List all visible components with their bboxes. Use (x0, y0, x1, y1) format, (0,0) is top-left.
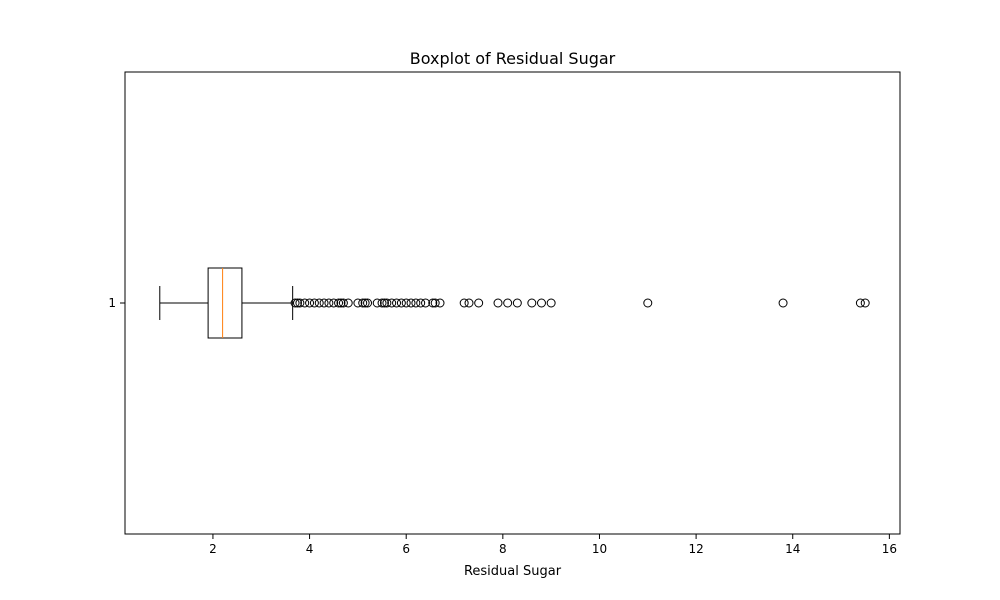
outlier-group (290, 298, 870, 308)
outlier-point (406, 298, 416, 308)
outlier-point (416, 298, 426, 308)
y-tick-label: 1 (108, 296, 116, 310)
outlier-point (512, 298, 522, 308)
outlier-point (372, 298, 382, 308)
outlier-point (435, 298, 445, 308)
outlier-point (334, 298, 344, 308)
x-tick-label: 16 (882, 542, 897, 556)
x-tick-label: 10 (592, 542, 607, 556)
x-tick-label: 2 (209, 542, 217, 556)
outlier-point (292, 298, 302, 308)
outlier-point (358, 298, 368, 308)
outlier-point (392, 298, 402, 308)
x-tick-label: 14 (785, 542, 800, 556)
x-tick-label: 12 (688, 542, 703, 556)
outlier-point (855, 298, 865, 308)
outlier-point (643, 298, 653, 308)
outlier-point (411, 298, 421, 308)
x-tick-label: 6 (402, 542, 410, 556)
outlier-point (430, 298, 440, 308)
outlier-point (377, 298, 387, 308)
x-tick-label: 8 (499, 542, 507, 556)
outlier-point (338, 298, 348, 308)
outlier-point (314, 298, 324, 308)
outlier-point (353, 298, 363, 308)
outlier-point (459, 298, 469, 308)
outlier-point (401, 298, 411, 308)
outlier-point (300, 298, 310, 308)
iqr-box (207, 267, 243, 339)
outlier-point (778, 298, 788, 308)
outlier-point (382, 298, 392, 308)
outlier-point (428, 298, 438, 308)
outlier-point (319, 298, 329, 308)
outlier-point (329, 298, 339, 308)
outlier-point (290, 298, 300, 308)
y-axis: 1 (108, 296, 125, 310)
outlier-point (360, 298, 370, 308)
outlier-point (546, 298, 556, 308)
x-axis: 2 4 6 8 10 12 14 16 (209, 534, 897, 556)
outlier-point (860, 298, 870, 308)
outlier-point (295, 298, 305, 308)
outlier-point (503, 298, 513, 308)
outlier-point (387, 298, 397, 308)
outlier-point (309, 298, 319, 308)
outlier-point (464, 298, 474, 308)
chart-title: Boxplot of Residual Sugar (410, 49, 616, 68)
box-group (159, 267, 294, 339)
x-tick-label: 4 (306, 542, 314, 556)
outlier-point (305, 298, 315, 308)
outlier-point (493, 298, 503, 308)
outlier-point (527, 298, 537, 308)
outlier-point (379, 298, 389, 308)
outlier-point (343, 298, 353, 308)
x-axis-label: Residual Sugar (464, 564, 562, 579)
outlier-point (474, 298, 484, 308)
outlier-point (336, 298, 346, 308)
outlier-point (396, 298, 406, 308)
outlier-point (363, 298, 373, 308)
outlier-point (421, 298, 431, 308)
outlier-point (536, 298, 546, 308)
outlier-point (324, 298, 334, 308)
